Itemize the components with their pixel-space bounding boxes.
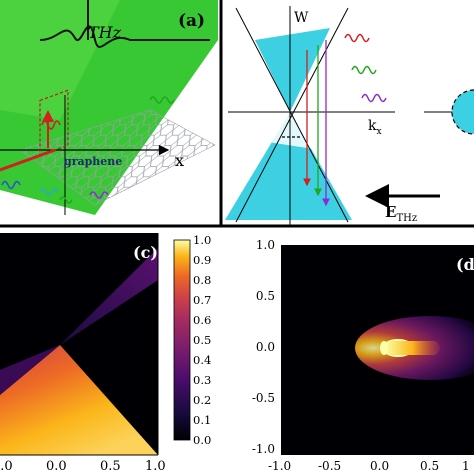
cbar-tick-09: 0.9 — [193, 253, 211, 267]
panel-c-label: (c) — [133, 243, 158, 262]
colorbar: 1.0 0.9 0.8 0.7 0.6 0.5 0.4 0.3 0.2 0.1 … — [173, 233, 211, 447]
purple-packet — [89, 191, 109, 199]
energy-axis-label: W — [294, 10, 309, 26]
thz-pulse — [39, 25, 210, 48]
panel-d-map: (d 1.0 0.5 0.0 -0.5 -1.0 -1.0 -0.5 0.0 0… — [252, 238, 474, 473]
upper-right-triangle — [60, 248, 158, 345]
d-ytick-4: -0.5 — [252, 391, 275, 405]
d-xtick-2: -0.5 — [318, 459, 341, 473]
c-xtick-4: 1.0 — [145, 459, 166, 474]
panel-d-label: (d — [456, 255, 474, 274]
panel-a-label: (a) — [178, 11, 205, 31]
green-packet — [149, 96, 175, 104]
d-xtick-5: 1 — [462, 459, 470, 473]
cbar-tick-01: 0.1 — [193, 413, 211, 427]
x-axis-label: x — [175, 151, 184, 170]
field-label: ETHz — [385, 203, 417, 224]
panel-a-dirac-cone: W kx ETHz — [225, 6, 474, 225]
partial-circle — [451, 89, 474, 135]
cbar-tick-05: 0.5 — [193, 333, 211, 347]
k-axis-label: kx — [368, 118, 382, 137]
cbar-tick-08: 0.8 — [193, 273, 211, 287]
d-ytick-3: 0.0 — [256, 340, 275, 354]
d-ytick-1: 1.0 — [256, 238, 275, 252]
panel-c-map: (c) 0.0 0.0 0.5 1.0 — [0, 233, 166, 474]
cbar-tick-10: 1.0 — [193, 233, 211, 247]
graphene-sheet — [19, 109, 216, 206]
cbar-tick-06: 0.6 — [193, 313, 211, 327]
c-xtick-1: 0.0 — [0, 459, 13, 474]
panel-a-setup: THz graphene x (a) — [0, 0, 218, 215]
thz-label: THz — [88, 23, 122, 42]
d-xtick-4: 0.5 — [420, 459, 439, 473]
cbar-tick-07: 0.7 — [193, 293, 211, 307]
d-xtick-1: -1.0 — [268, 459, 291, 473]
graphene-label: graphene — [64, 155, 122, 168]
d-xtick-3: 0.0 — [370, 459, 389, 473]
cbar-tick-00: 0.0 — [193, 433, 211, 447]
cbar-tick-04: 0.4 — [193, 353, 211, 367]
blue-packet — [1, 180, 21, 190]
lower-triangle — [0, 345, 158, 455]
cbar-tick-03: 0.3 — [193, 373, 211, 387]
c-xtick-3: 0.5 — [100, 459, 121, 474]
cbar-tick-02: 0.2 — [193, 393, 211, 407]
upper-cone-fill — [255, 28, 330, 112]
d-ytick-2: 0.5 — [256, 289, 275, 303]
c-xtick-2: 0.0 — [46, 459, 67, 474]
d-ytick-5: -1.0 — [252, 442, 275, 456]
